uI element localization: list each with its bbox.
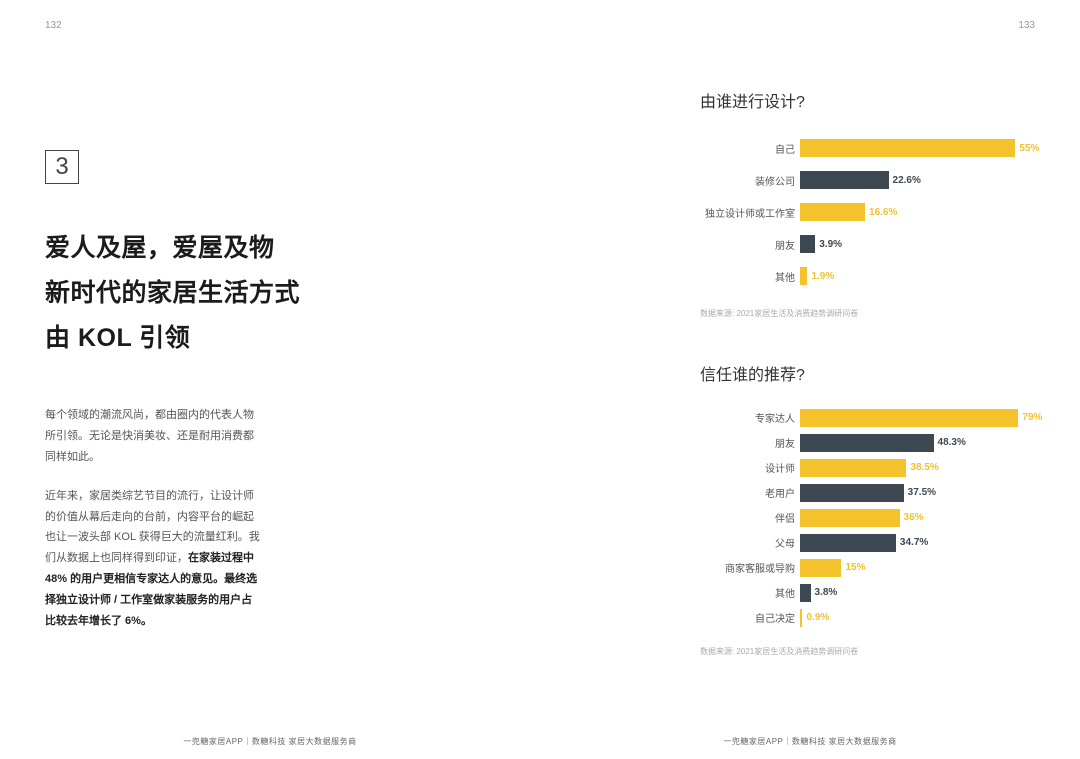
bar-value-label: 36% — [900, 509, 924, 527]
chart-row: 专家达人79% — [800, 405, 1035, 430]
left-page: 132 3 爱人及屋，爱屋及物 新时代的家居生活方式 由 KOL 引领 每个领域… — [0, 0, 540, 759]
chart2-title: 信任谁的推荐? — [700, 361, 1035, 385]
body-paragraph-2: 近年来，家居类综艺节目的流行，让设计师的价值从幕后走向的台前，内容平台的崛起也让… — [45, 486, 260, 632]
bar-value-label: 16.6% — [865, 203, 897, 221]
chart-category-label: 伴侣 — [700, 510, 795, 525]
chart-row: 自己55% — [800, 132, 1035, 164]
chart-row: 商家客服或导购15% — [800, 555, 1035, 580]
bar-wrap: 3.9% — [800, 235, 1035, 253]
headline-line-2: 新时代的家居生活方式 — [45, 271, 495, 316]
chart-row: 父母34.7% — [800, 530, 1035, 555]
bar-wrap: 37.5% — [800, 484, 1035, 502]
bar-value-label: 34.7% — [896, 534, 928, 552]
page-spread: 132 3 爱人及屋，爱屋及物 新时代的家居生活方式 由 KOL 引领 每个领域… — [0, 0, 1080, 759]
bar-value-label: 55% — [1015, 139, 1039, 157]
headline-line-1: 爱人及屋，爱屋及物 — [45, 226, 495, 271]
bar: 55% — [800, 139, 1015, 157]
bar-wrap: 48.3% — [800, 434, 1035, 452]
chart-category-label: 设计师 — [700, 460, 795, 475]
chart-row: 朋友3.9% — [800, 228, 1035, 260]
footer-right: 一兜糖家居APP｜数糖科技 家居大数据服务商 — [540, 736, 1080, 747]
bar: 16.6% — [800, 203, 865, 221]
chart-row: 伴侣36% — [800, 505, 1035, 530]
footer-left: 一兜糖家居APP｜数糖科技 家居大数据服务商 — [0, 736, 540, 747]
bar-value-label: 3.8% — [811, 584, 838, 602]
bar-wrap: 55% — [800, 139, 1035, 157]
bar-wrap: 3.8% — [800, 584, 1035, 602]
chart-row: 装修公司22.6% — [800, 164, 1035, 196]
chart-category-label: 自己决定 — [700, 610, 795, 625]
bar-wrap: 38.5% — [800, 459, 1035, 477]
chart-category-label: 朋友 — [700, 435, 795, 450]
bar-wrap: 0.9% — [800, 609, 1035, 627]
bar: 3.9% — [800, 235, 815, 253]
chart-category-label: 商家客服或导购 — [700, 560, 795, 575]
chart-row: 朋友48.3% — [800, 430, 1035, 455]
bar: 79% — [800, 409, 1018, 427]
chart1-source: 数据来源: 2021家居生活及消费趋势调研问卷 — [700, 308, 1035, 319]
bar: 15% — [800, 559, 841, 577]
bar: 48.3% — [800, 434, 934, 452]
body-paragraph-1: 每个领域的潮流风尚，都由圈内的代表人物所引领。无论是快消美妆、还是耐用消费都同样… — [45, 405, 260, 468]
bar-value-label: 37.5% — [904, 484, 936, 502]
bar: 38.5% — [800, 459, 906, 477]
chart-category-label: 自己 — [700, 141, 795, 156]
chart-category-label: 专家达人 — [700, 410, 795, 425]
chart2-source: 数据来源: 2021家居生活及消费趋势调研问卷 — [700, 646, 1035, 657]
bar: 1.9% — [800, 267, 807, 285]
chart-category-label: 老用户 — [700, 485, 795, 500]
bar-wrap: 34.7% — [800, 534, 1035, 552]
bar-wrap: 16.6% — [800, 203, 1035, 221]
headline-line-3: 由 KOL 引领 — [45, 316, 495, 361]
right-content: 由谁进行设计? 自己55%装修公司22.6%独立设计师或工作室16.6%朋友3.… — [585, 20, 1035, 657]
bar: 0.9% — [800, 609, 802, 627]
bar-value-label: 1.9% — [807, 267, 834, 285]
bar-wrap: 36% — [800, 509, 1035, 527]
chart-row: 设计师38.5% — [800, 455, 1035, 480]
bar-wrap: 15% — [800, 559, 1035, 577]
chart-designer: 由谁进行设计? 自己55%装修公司22.6%独立设计师或工作室16.6%朋友3.… — [700, 88, 1035, 319]
bar-wrap: 22.6% — [800, 171, 1035, 189]
chart-category-label: 装修公司 — [700, 173, 795, 188]
bar-value-label: 79% — [1018, 409, 1042, 427]
bar: 22.6% — [800, 171, 889, 189]
chart1-body: 自己55%装修公司22.6%独立设计师或工作室16.6%朋友3.9%其他1.9% — [700, 132, 1035, 292]
chart-category-label: 父母 — [700, 535, 795, 550]
bar: 36% — [800, 509, 900, 527]
bar: 34.7% — [800, 534, 896, 552]
page-number-right: 133 — [1018, 20, 1035, 31]
bar-value-label: 0.9% — [802, 609, 829, 627]
chart-category-label: 独立设计师或工作室 — [700, 205, 795, 220]
bar-value-label: 48.3% — [934, 434, 966, 452]
headline: 爱人及屋，爱屋及物 新时代的家居生活方式 由 KOL 引领 — [45, 226, 495, 361]
chart-row: 其他3.8% — [800, 580, 1035, 605]
bar-wrap: 79% — [800, 409, 1035, 427]
bar-wrap: 1.9% — [800, 267, 1035, 285]
chart-category-label: 朋友 — [700, 237, 795, 252]
chart-category-label: 其他 — [700, 269, 795, 284]
bar-value-label: 15% — [841, 559, 865, 577]
chart1-title: 由谁进行设计? — [700, 88, 1035, 112]
right-page: 133 由谁进行设计? 自己55%装修公司22.6%独立设计师或工作室16.6%… — [540, 0, 1080, 759]
bar: 37.5% — [800, 484, 904, 502]
chart-row: 自己决定0.9% — [800, 605, 1035, 630]
bar-value-label: 22.6% — [889, 171, 921, 189]
bar-value-label: 38.5% — [906, 459, 938, 477]
bar: 3.8% — [800, 584, 811, 602]
bar-value-label: 3.9% — [815, 235, 842, 253]
chart2-body: 专家达人79%朋友48.3%设计师38.5%老用户37.5%伴侣36%父母34.… — [700, 405, 1035, 630]
chart-row: 老用户37.5% — [800, 480, 1035, 505]
chart-trust: 信任谁的推荐? 专家达人79%朋友48.3%设计师38.5%老用户37.5%伴侣… — [700, 361, 1035, 657]
section-number-box: 3 — [45, 150, 79, 184]
page-number-left: 132 — [45, 20, 62, 31]
chart-row: 独立设计师或工作室16.6% — [800, 196, 1035, 228]
chart-category-label: 其他 — [700, 585, 795, 600]
chart-row: 其他1.9% — [800, 260, 1035, 292]
